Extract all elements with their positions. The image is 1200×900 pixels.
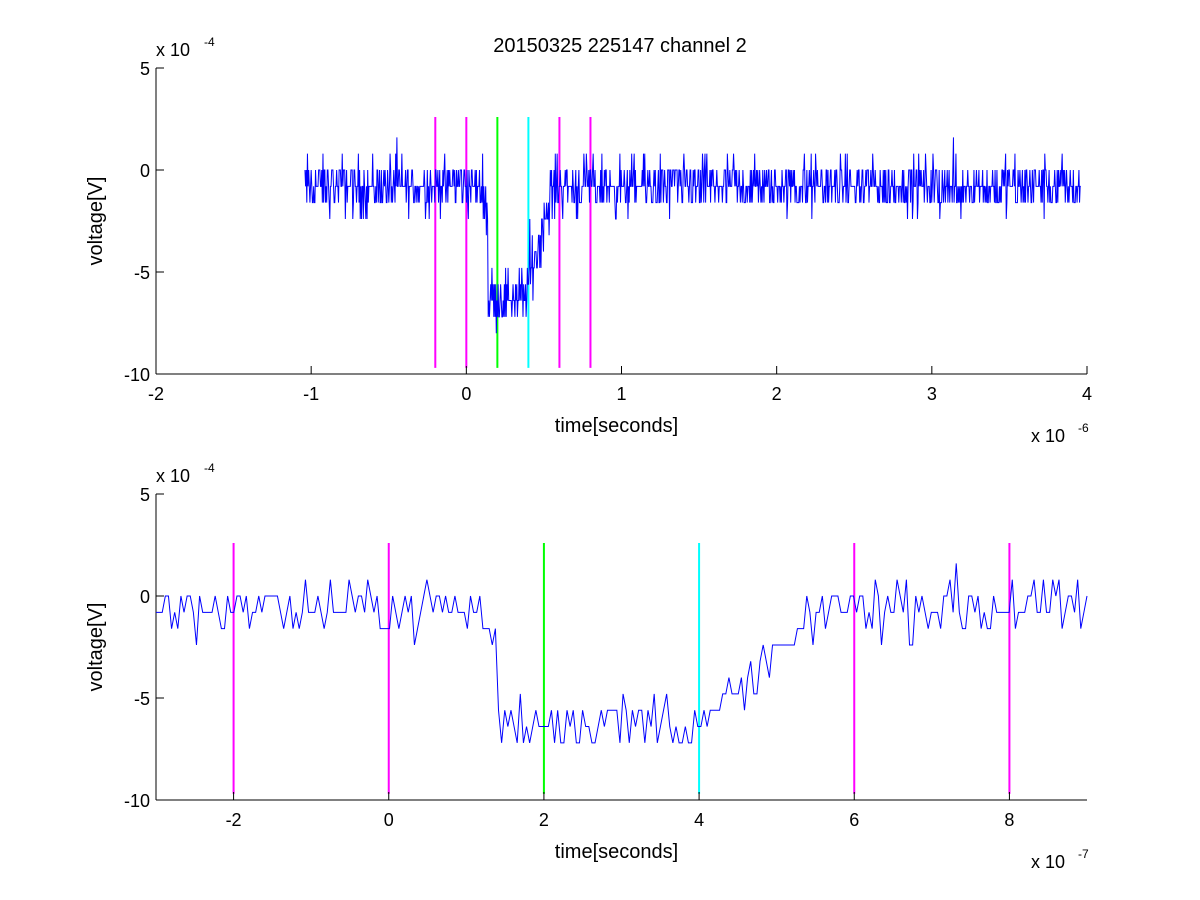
- top-x-exponent: x 10: [1031, 426, 1065, 446]
- bottom-x-tick-label: 2: [539, 810, 549, 830]
- bottom-y-tick-label: -5: [134, 689, 150, 709]
- top-signal-trace-0: [304, 137, 1081, 334]
- top-x-tick-label: -1: [303, 384, 319, 404]
- bottom-signal-trace-0: [156, 563, 1088, 744]
- top-y-tick-label: 0: [140, 161, 150, 181]
- top-x-tick-label: 2: [772, 384, 782, 404]
- top-x-axis-label: time[seconds]: [555, 415, 678, 437]
- bottom-x-axis-label: time[seconds]: [555, 841, 678, 863]
- bottom-y-tick-label: 0: [140, 587, 150, 607]
- top-x-tick-label: 1: [616, 384, 626, 404]
- top-x-exponent-power: -6: [1078, 421, 1089, 435]
- top-y-exponent: x 10: [156, 40, 190, 60]
- top-x-tick-label: -2: [148, 384, 164, 404]
- top-y-axis-label: voltage[V]: [85, 177, 107, 266]
- bottom-y-tick-label: -10: [124, 791, 150, 811]
- bottom-x-tick-label: -2: [226, 810, 242, 830]
- top-x-tick-label: 4: [1082, 384, 1092, 404]
- bottom-y-tick-label: 5: [140, 485, 150, 505]
- figure-title: 20150325 225147 channel 2: [493, 35, 747, 57]
- bottom-x-tick-label: 6: [849, 810, 859, 830]
- bottom-y-axis-label: voltage[V]: [85, 603, 107, 692]
- bottom-y-exponent-power: -4: [204, 461, 215, 475]
- top-y-exponent-power: -4: [204, 35, 215, 49]
- bottom-plot-axes: -2 0 2 4 6 8 5 0 -5 -10 time[seconds] voltage[V] x 1…: [85, 461, 1089, 872]
- top-y-tick-label: -5: [134, 263, 150, 283]
- top-y-tick-label: -10: [124, 365, 150, 385]
- bottom-y-exponent: x 10: [156, 466, 190, 486]
- bottom-x-tick-label: 0: [384, 810, 394, 830]
- bottom-x-tick-label: 4: [694, 810, 704, 830]
- top-y-tick-label: 5: [140, 59, 150, 79]
- bottom-x-exponent: x 10: [1031, 852, 1065, 872]
- top-x-tick-label: 0: [461, 384, 471, 404]
- bottom-x-tick-label: 8: [1004, 810, 1014, 830]
- top-plot-axes: -2 -1 0 1 2 3 450-5-10time[seconds]voltage[V]x…: [85, 35, 1092, 446]
- bottom-x-exponent-power: -7: [1078, 847, 1089, 861]
- top-x-tick-label: 3: [927, 384, 937, 404]
